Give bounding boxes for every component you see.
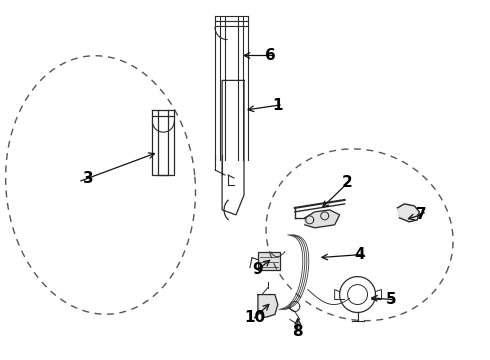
- Text: 2: 2: [342, 175, 353, 190]
- Text: 7: 7: [416, 207, 427, 222]
- Text: 6: 6: [265, 48, 275, 63]
- Text: 1: 1: [272, 98, 283, 113]
- Text: 4: 4: [354, 247, 365, 262]
- Polygon shape: [305, 210, 340, 228]
- Text: 10: 10: [245, 310, 266, 325]
- Text: 8: 8: [293, 324, 303, 339]
- Text: 9: 9: [253, 262, 263, 277]
- Bar: [258, 252, 280, 270]
- Polygon shape: [258, 294, 278, 318]
- Polygon shape: [397, 204, 419, 222]
- Text: 3: 3: [83, 171, 94, 185]
- Text: 5: 5: [386, 292, 397, 307]
